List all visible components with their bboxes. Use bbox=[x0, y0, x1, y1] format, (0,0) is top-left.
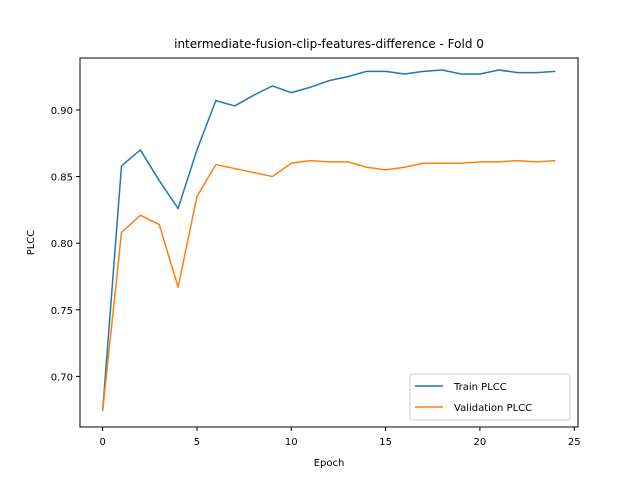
y-axis-label: PLCC bbox=[26, 230, 37, 256]
y-axis: 0.70 0.75 0.80 0.85 0.90 bbox=[51, 106, 80, 383]
y-tick-label: 0.85 bbox=[51, 173, 73, 184]
y-tick-label: 0.70 bbox=[51, 372, 73, 383]
legend-box bbox=[409, 373, 571, 421]
axes-frame bbox=[79, 57, 579, 428]
x-tick-label: 15 bbox=[379, 437, 392, 448]
plot-area: 0 5 10 15 20 25 0.70 0.75 0.80 0.85 0.90 bbox=[51, 57, 581, 448]
y-tick-label: 0.75 bbox=[51, 306, 73, 317]
y-tick-label: 0.80 bbox=[51, 239, 73, 250]
x-tick-label: 25 bbox=[568, 437, 581, 448]
x-axis-label: Epoch bbox=[314, 458, 345, 469]
x-axis: 0 5 10 15 20 25 bbox=[99, 427, 581, 448]
legend: Train PLCC Validation PLCC bbox=[409, 373, 571, 421]
series-line-train-plcc bbox=[101, 69, 556, 412]
legend-label: Validation PLCC bbox=[454, 403, 532, 414]
chart-title: intermediate-fusion-clip-features-differ… bbox=[174, 37, 484, 51]
series-line-validation-plcc bbox=[101, 159, 556, 412]
y-tick-label: 0.90 bbox=[51, 106, 73, 117]
x-tick-label: 20 bbox=[474, 437, 487, 448]
x-tick-label: 10 bbox=[285, 437, 298, 448]
series-layer bbox=[101, 69, 556, 412]
legend-label: Train PLCC bbox=[453, 382, 507, 393]
x-tick-label: 5 bbox=[194, 437, 200, 448]
x-tick-label: 0 bbox=[99, 437, 105, 448]
